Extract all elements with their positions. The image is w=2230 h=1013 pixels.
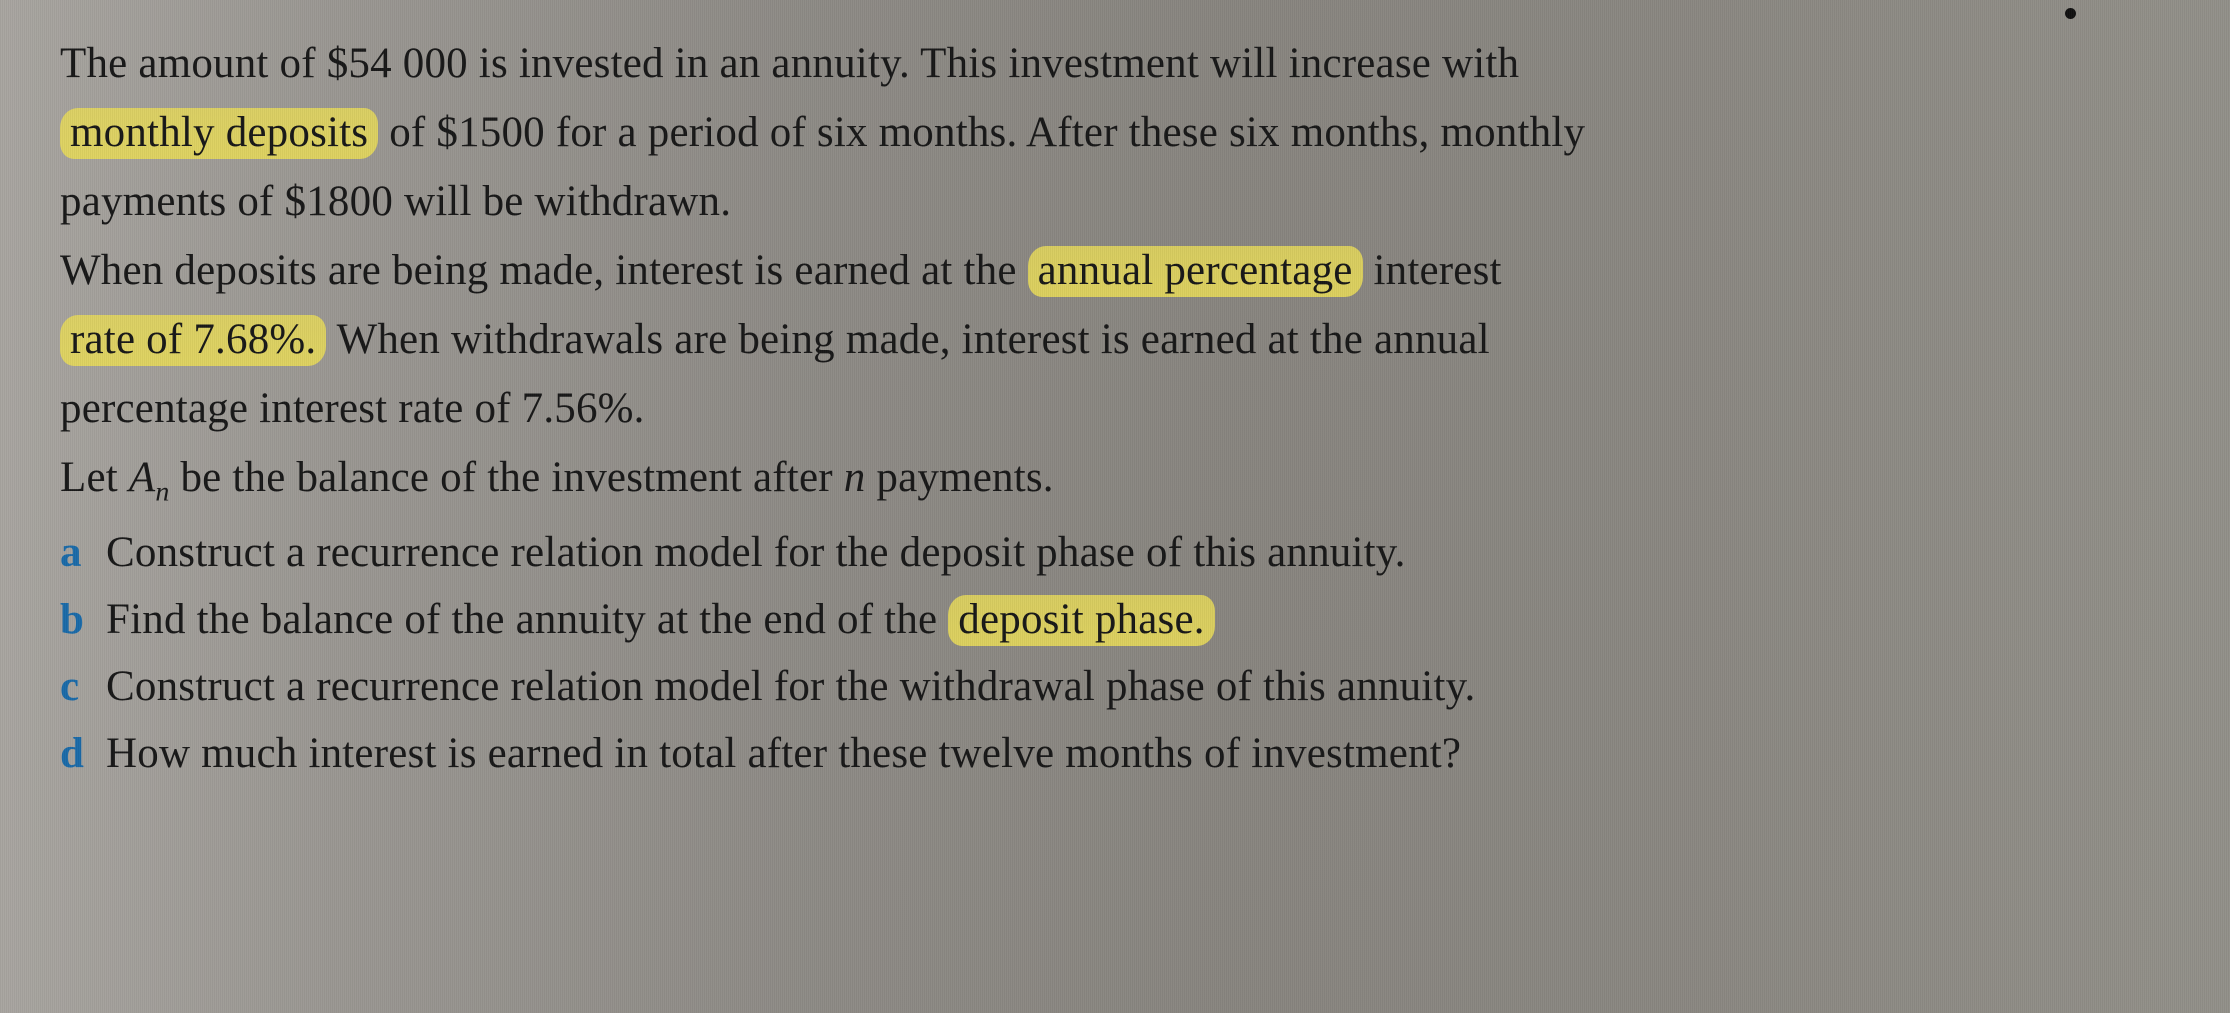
intro-line-4: When deposits are being made, interest i… — [60, 237, 2190, 304]
question-c: c Construct a recurrence relation model … — [60, 653, 2190, 720]
question-a: a Construct a recurrence relation model … — [60, 519, 2190, 586]
question-label-d: d — [60, 720, 106, 787]
question-text-d: How much interest is earned in total aft… — [106, 720, 2190, 787]
question-text-c: Construct a recurrence relation model fo… — [106, 653, 2190, 720]
intro-line-5: rate of 7.68%. When withdrawals are bein… — [60, 306, 2190, 373]
question-text-a: Construct a recurrence relation model fo… — [106, 519, 2190, 586]
question-list: a Construct a recurrence relation model … — [60, 519, 2190, 787]
text: payments of $1800 will be withdrawn. — [60, 178, 731, 225]
question-label-b: b — [60, 586, 106, 653]
text: When withdrawals are being made, interes… — [326, 316, 1489, 363]
text: percentage interest rate of 7.56%. — [60, 385, 645, 432]
subscript-n: n — [155, 477, 169, 508]
intro-line-1: The amount of $54 000 is invested in an … — [60, 30, 2190, 97]
highlight-monthly-deposits: monthly deposits — [60, 108, 378, 159]
intro-line-3: payments of $1800 will be withdrawn. — [60, 168, 2190, 235]
text: payments. — [865, 454, 1053, 501]
question-label-c: c — [60, 653, 106, 720]
text: Find the balance of the annuity at the e… — [106, 596, 948, 643]
variable-A: A — [129, 454, 155, 501]
highlight-rate-768: rate of 7.68%. — [60, 315, 326, 366]
highlight-annual-percentage: annual percentage — [1028, 246, 1363, 297]
intro-line-6: percentage interest rate of 7.56%. — [60, 375, 2190, 442]
text: When deposits are being made, interest i… — [60, 247, 1028, 294]
question-d: d How much interest is earned in total a… — [60, 720, 2190, 787]
text: interest — [1363, 247, 1502, 294]
text: be the balance of the investment after — [170, 454, 844, 501]
text: Let — [60, 454, 129, 501]
text: of $1500 for a period of six months. Aft… — [378, 109, 1585, 156]
intro-line-7: Let An be the balance of the investment … — [60, 444, 2190, 514]
question-b: b Find the balance of the annuity at the… — [60, 586, 2190, 653]
intro-line-2: monthly deposits of $1500 for a period o… — [60, 99, 2190, 166]
problem-text-block: The amount of $54 000 is invested in an … — [0, 0, 2230, 817]
highlight-deposit-phase: deposit phase. — [948, 595, 1214, 646]
question-label-a: a — [60, 519, 106, 586]
question-text-b: Find the balance of the annuity at the e… — [106, 586, 2190, 653]
variable-n: n — [844, 454, 866, 501]
text: The amount of $54 000 is invested in an … — [60, 40, 1519, 87]
